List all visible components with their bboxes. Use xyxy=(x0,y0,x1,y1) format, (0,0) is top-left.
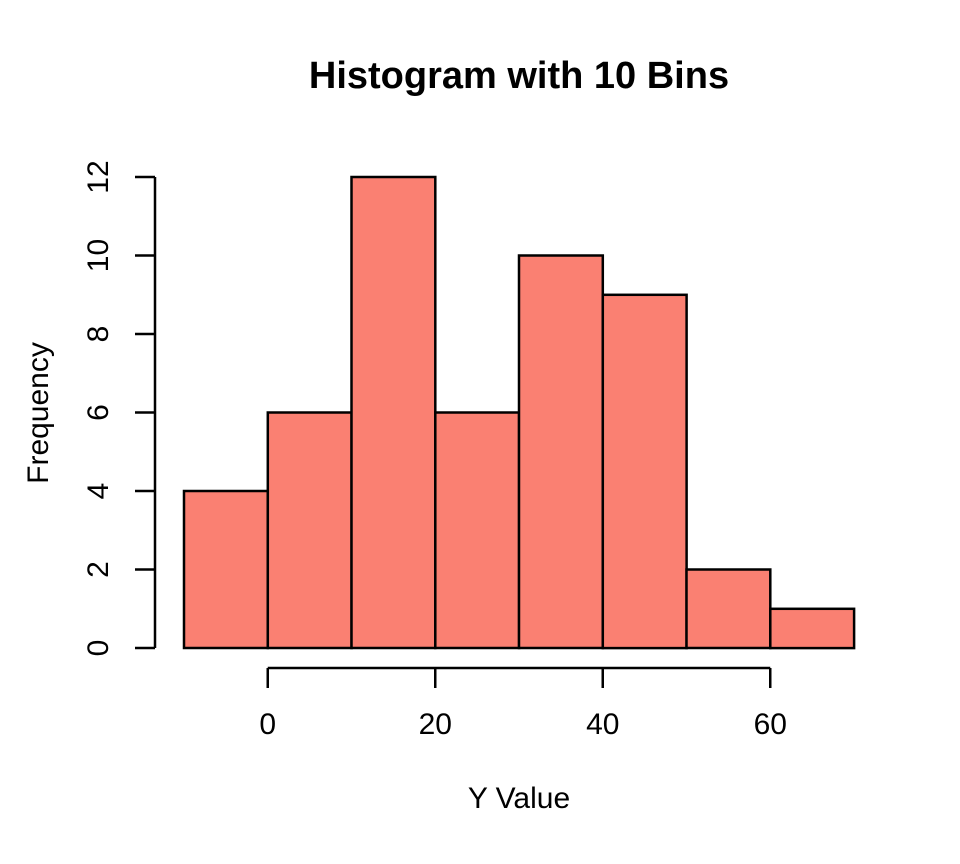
x-axis-label: Y Value xyxy=(468,782,570,815)
histogram-bar xyxy=(685,568,772,650)
x-tick-label: 40 xyxy=(586,708,619,741)
histogram-bar xyxy=(601,293,688,650)
histogram-bar xyxy=(769,607,856,650)
histogram-bar xyxy=(517,254,605,650)
x-tick-label: 0 xyxy=(259,708,276,741)
axes-group: 0 20 40 60 0 2 4 6 8 10 12 xyxy=(82,160,787,741)
bars-group xyxy=(182,175,856,650)
chart-title: Histogram with 10 Bins xyxy=(309,55,729,97)
y-tick-label: 8 xyxy=(82,326,115,343)
histogram-bar xyxy=(350,175,437,650)
y-tick-label: 4 xyxy=(82,483,115,500)
histogram-bar xyxy=(434,411,521,650)
y-tick-label: 0 xyxy=(82,640,115,657)
x-tick-label: 60 xyxy=(754,708,787,741)
histogram-bar xyxy=(266,411,353,650)
y-axis-label: Frequency xyxy=(22,342,55,484)
y-tick-label: 10 xyxy=(82,239,115,272)
histogram-bar xyxy=(182,489,270,650)
y-tick-label: 6 xyxy=(82,404,115,421)
x-tick-label: 20 xyxy=(419,708,452,741)
y-tick-label: 2 xyxy=(82,561,115,578)
y-tick-label: 12 xyxy=(82,160,115,193)
